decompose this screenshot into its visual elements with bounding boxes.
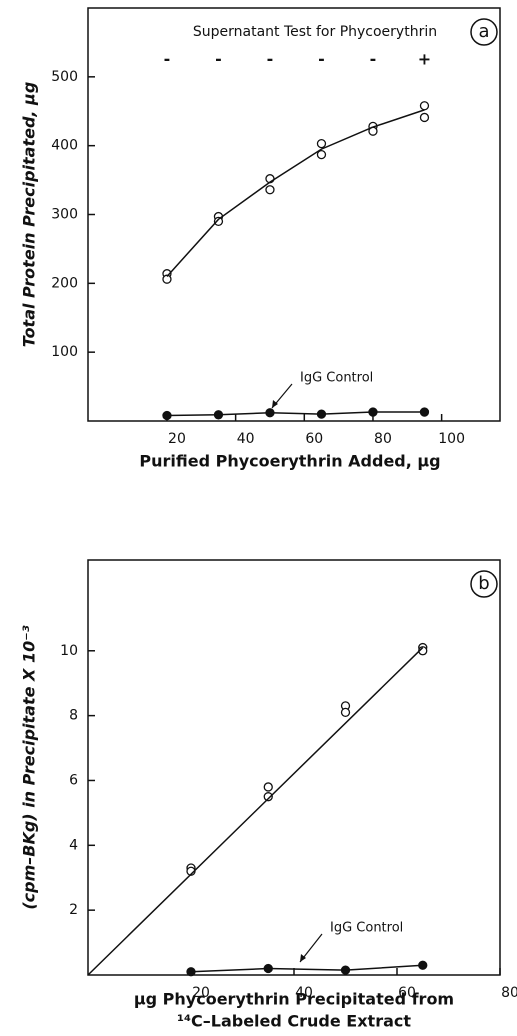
data-point bbox=[419, 112, 430, 123]
panel-label-circle bbox=[470, 570, 498, 598]
data-point bbox=[340, 965, 351, 975]
data-point bbox=[419, 407, 430, 417]
data-line bbox=[87, 647, 424, 976]
y-tick-label: 300 bbox=[51, 207, 78, 223]
y-axis-label: (cpm–BKg) in Precipitate X 10⁻³ bbox=[20, 625, 39, 909]
supernatant-sign: - bbox=[370, 50, 377, 69]
data-point bbox=[162, 410, 172, 421]
panel-label: b bbox=[478, 573, 489, 594]
plot-frame bbox=[87, 559, 501, 976]
x-tick-label: 20 bbox=[192, 985, 210, 1001]
y-tick-label: 6 bbox=[69, 772, 78, 788]
data-point bbox=[368, 407, 378, 417]
y-tick-label: 2 bbox=[69, 902, 78, 918]
supernatant-sign: + bbox=[418, 50, 431, 69]
x-tick-label: 80 bbox=[374, 431, 392, 447]
y-axis-label: Total Protein Precipitated, μg bbox=[20, 82, 39, 348]
x-tick-label: 60 bbox=[398, 985, 416, 1001]
x-tick-label: 60 bbox=[305, 431, 323, 447]
panel-label: a bbox=[478, 21, 489, 42]
data-point bbox=[263, 792, 273, 802]
y-tick-label: 500 bbox=[51, 69, 78, 85]
supernatant-label: Supernatant Test for Phycoerythrin bbox=[193, 24, 437, 40]
supernatant-sign: - bbox=[215, 50, 222, 69]
arrow-head bbox=[300, 954, 306, 962]
data-point bbox=[316, 409, 327, 419]
data-point bbox=[265, 185, 275, 195]
y-tick-label: 10 bbox=[60, 643, 78, 659]
data-point bbox=[263, 782, 273, 792]
data-line bbox=[166, 411, 425, 417]
data-point bbox=[213, 216, 224, 227]
data-point bbox=[316, 138, 327, 149]
x-tick-label: 20 bbox=[168, 431, 186, 447]
annotation: IgG Control bbox=[300, 371, 373, 386]
y-tick-label: 200 bbox=[51, 275, 78, 291]
data-point bbox=[265, 408, 275, 418]
y-tick-label: 100 bbox=[51, 344, 78, 360]
data-line bbox=[190, 964, 423, 973]
data-point bbox=[186, 967, 196, 977]
supernatant-sign: - bbox=[318, 50, 325, 69]
data-point bbox=[263, 963, 273, 974]
supernatant-sign: - bbox=[267, 50, 274, 69]
x-tick-label: 40 bbox=[237, 431, 255, 447]
data-point bbox=[340, 707, 351, 718]
panel-label-circle bbox=[470, 18, 498, 46]
annotation: IgG Control bbox=[330, 921, 403, 936]
x-tick-label: 40 bbox=[295, 985, 313, 1001]
plot-frame bbox=[87, 7, 501, 422]
x-tick-label: 80 bbox=[501, 985, 517, 1001]
x-axis-label: Purified Phycoerythrin Added, μg bbox=[139, 452, 440, 471]
data-point bbox=[419, 101, 430, 111]
x-tick-label: 100 bbox=[438, 431, 465, 447]
y-tick-label: 400 bbox=[51, 138, 78, 154]
y-tick-label: 4 bbox=[69, 837, 78, 853]
supernatant-sign: - bbox=[164, 50, 171, 69]
data-point bbox=[418, 960, 428, 970]
x-axis-label: ¹⁴C–Labeled Crude Extract bbox=[177, 1012, 411, 1031]
arrow-head bbox=[272, 400, 278, 408]
x-axis-label: μg Phycoerythrin Precipitated from bbox=[134, 990, 454, 1009]
data-point bbox=[316, 149, 327, 160]
data-point bbox=[162, 274, 172, 284]
data-line bbox=[166, 109, 425, 277]
data-point bbox=[213, 410, 224, 420]
y-tick-label: 8 bbox=[69, 708, 78, 724]
